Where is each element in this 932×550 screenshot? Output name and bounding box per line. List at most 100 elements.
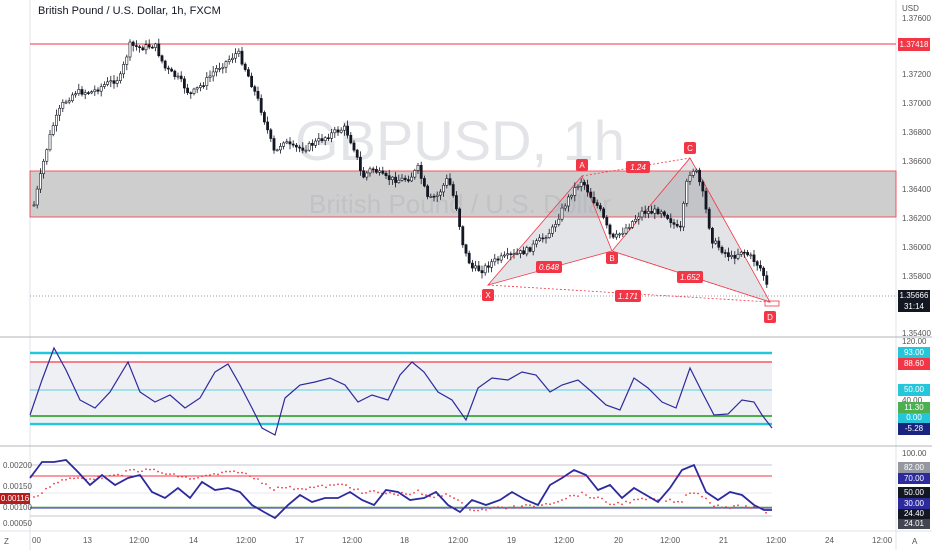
osc2-dot xyxy=(589,496,591,499)
candle-body xyxy=(653,208,657,214)
point-a-label: A xyxy=(576,159,588,171)
candle-body xyxy=(96,89,100,92)
candle-body xyxy=(550,226,554,234)
osc1-label: 0.00 xyxy=(898,413,930,423)
svg-text:A: A xyxy=(912,537,918,546)
candle-body xyxy=(339,129,343,133)
candle-body xyxy=(611,233,615,238)
oscillator-2-dots xyxy=(33,468,767,514)
osc2-dot xyxy=(309,486,311,489)
osc2-dot xyxy=(213,472,215,475)
candle-body xyxy=(531,243,535,252)
osc2-dot xyxy=(469,508,471,511)
osc2-dot xyxy=(53,482,55,485)
osc2-dot xyxy=(529,504,531,507)
osc2-current-label: 0.00116 xyxy=(0,493,30,504)
osc2-dot xyxy=(273,489,275,491)
candle-body xyxy=(758,265,762,269)
osc2-dot xyxy=(741,506,743,509)
candle-body xyxy=(304,149,308,152)
candle-body xyxy=(710,227,714,244)
osc2-dot xyxy=(477,509,479,512)
osc2-dot xyxy=(637,498,639,501)
svg-text:D: D xyxy=(767,313,773,322)
candle-body xyxy=(259,98,263,113)
candle-body xyxy=(765,275,769,285)
candle-body xyxy=(669,218,673,223)
candle-body xyxy=(762,267,766,276)
osc2-dot xyxy=(577,495,579,498)
candle-body xyxy=(314,140,318,146)
candle-body xyxy=(119,73,122,82)
candle-body xyxy=(666,215,670,219)
osc2-dot xyxy=(605,501,607,503)
supply-zone xyxy=(29,170,897,218)
candle-body xyxy=(32,204,36,207)
candle-body xyxy=(445,178,449,186)
candle-body xyxy=(637,216,641,220)
candle-body xyxy=(93,89,97,93)
candle-body xyxy=(755,261,759,266)
candle-body xyxy=(250,75,254,88)
candle-body xyxy=(573,187,577,196)
osc2-dot xyxy=(745,505,747,507)
point-c-label: C xyxy=(684,142,696,154)
osc2-dot xyxy=(677,500,679,503)
osc2-dot xyxy=(341,483,343,486)
candle-body xyxy=(215,68,218,73)
time-tick: 12:00 xyxy=(660,536,681,545)
price-tick: 1.35800 xyxy=(902,272,931,281)
price-tick: 1.37600 xyxy=(902,14,931,23)
candle-body xyxy=(195,87,199,90)
time-tick: 24 xyxy=(825,536,834,545)
candle-body xyxy=(317,138,321,142)
osc2-dot xyxy=(289,485,291,488)
candle-body xyxy=(125,56,129,65)
candle-body xyxy=(400,177,404,181)
price-tick: 1.36600 xyxy=(902,157,931,166)
candle-body xyxy=(227,59,231,62)
candle-body xyxy=(122,64,126,75)
candle-body xyxy=(151,46,154,49)
candle-body xyxy=(288,141,292,145)
candle-body xyxy=(173,70,177,77)
osc2-dot xyxy=(609,503,611,506)
candle-body xyxy=(458,208,462,227)
candle-body xyxy=(186,87,190,94)
candle-body xyxy=(525,247,529,255)
price-tick: 1.36800 xyxy=(902,128,931,137)
candle-body xyxy=(749,254,753,257)
osc2-dot xyxy=(245,472,247,475)
osc2-dot xyxy=(681,501,683,503)
oscillator-1-line xyxy=(29,346,773,436)
candle-body xyxy=(554,224,558,228)
candle-body xyxy=(342,125,346,131)
osc2-dot xyxy=(401,491,403,494)
osc2-dot xyxy=(321,484,323,487)
candle-body xyxy=(394,176,398,183)
candle-body xyxy=(237,50,241,54)
candle-body xyxy=(426,185,430,197)
candle-body xyxy=(336,129,340,133)
candle-body xyxy=(285,141,289,144)
osc2-dot xyxy=(737,504,739,507)
candle-body xyxy=(512,253,516,255)
osc2-dot xyxy=(709,502,711,504)
osc2-dot xyxy=(49,486,51,488)
candle-body xyxy=(80,89,84,95)
osc2-dot xyxy=(169,473,171,476)
candle-body xyxy=(691,171,695,176)
osc2-dot xyxy=(489,507,491,510)
osc2-dot xyxy=(705,497,707,500)
osc2-dot xyxy=(65,478,67,481)
osc2-dot xyxy=(573,494,575,497)
candle-body xyxy=(598,205,602,210)
time-tick: 21 xyxy=(719,536,728,545)
time-tick: 12:00 xyxy=(554,536,575,545)
osc2-dot xyxy=(285,486,287,489)
osc2-dot xyxy=(185,476,187,478)
osc2-dot xyxy=(405,493,407,495)
oscillator-2-line xyxy=(29,459,772,520)
candle-body xyxy=(714,240,718,244)
